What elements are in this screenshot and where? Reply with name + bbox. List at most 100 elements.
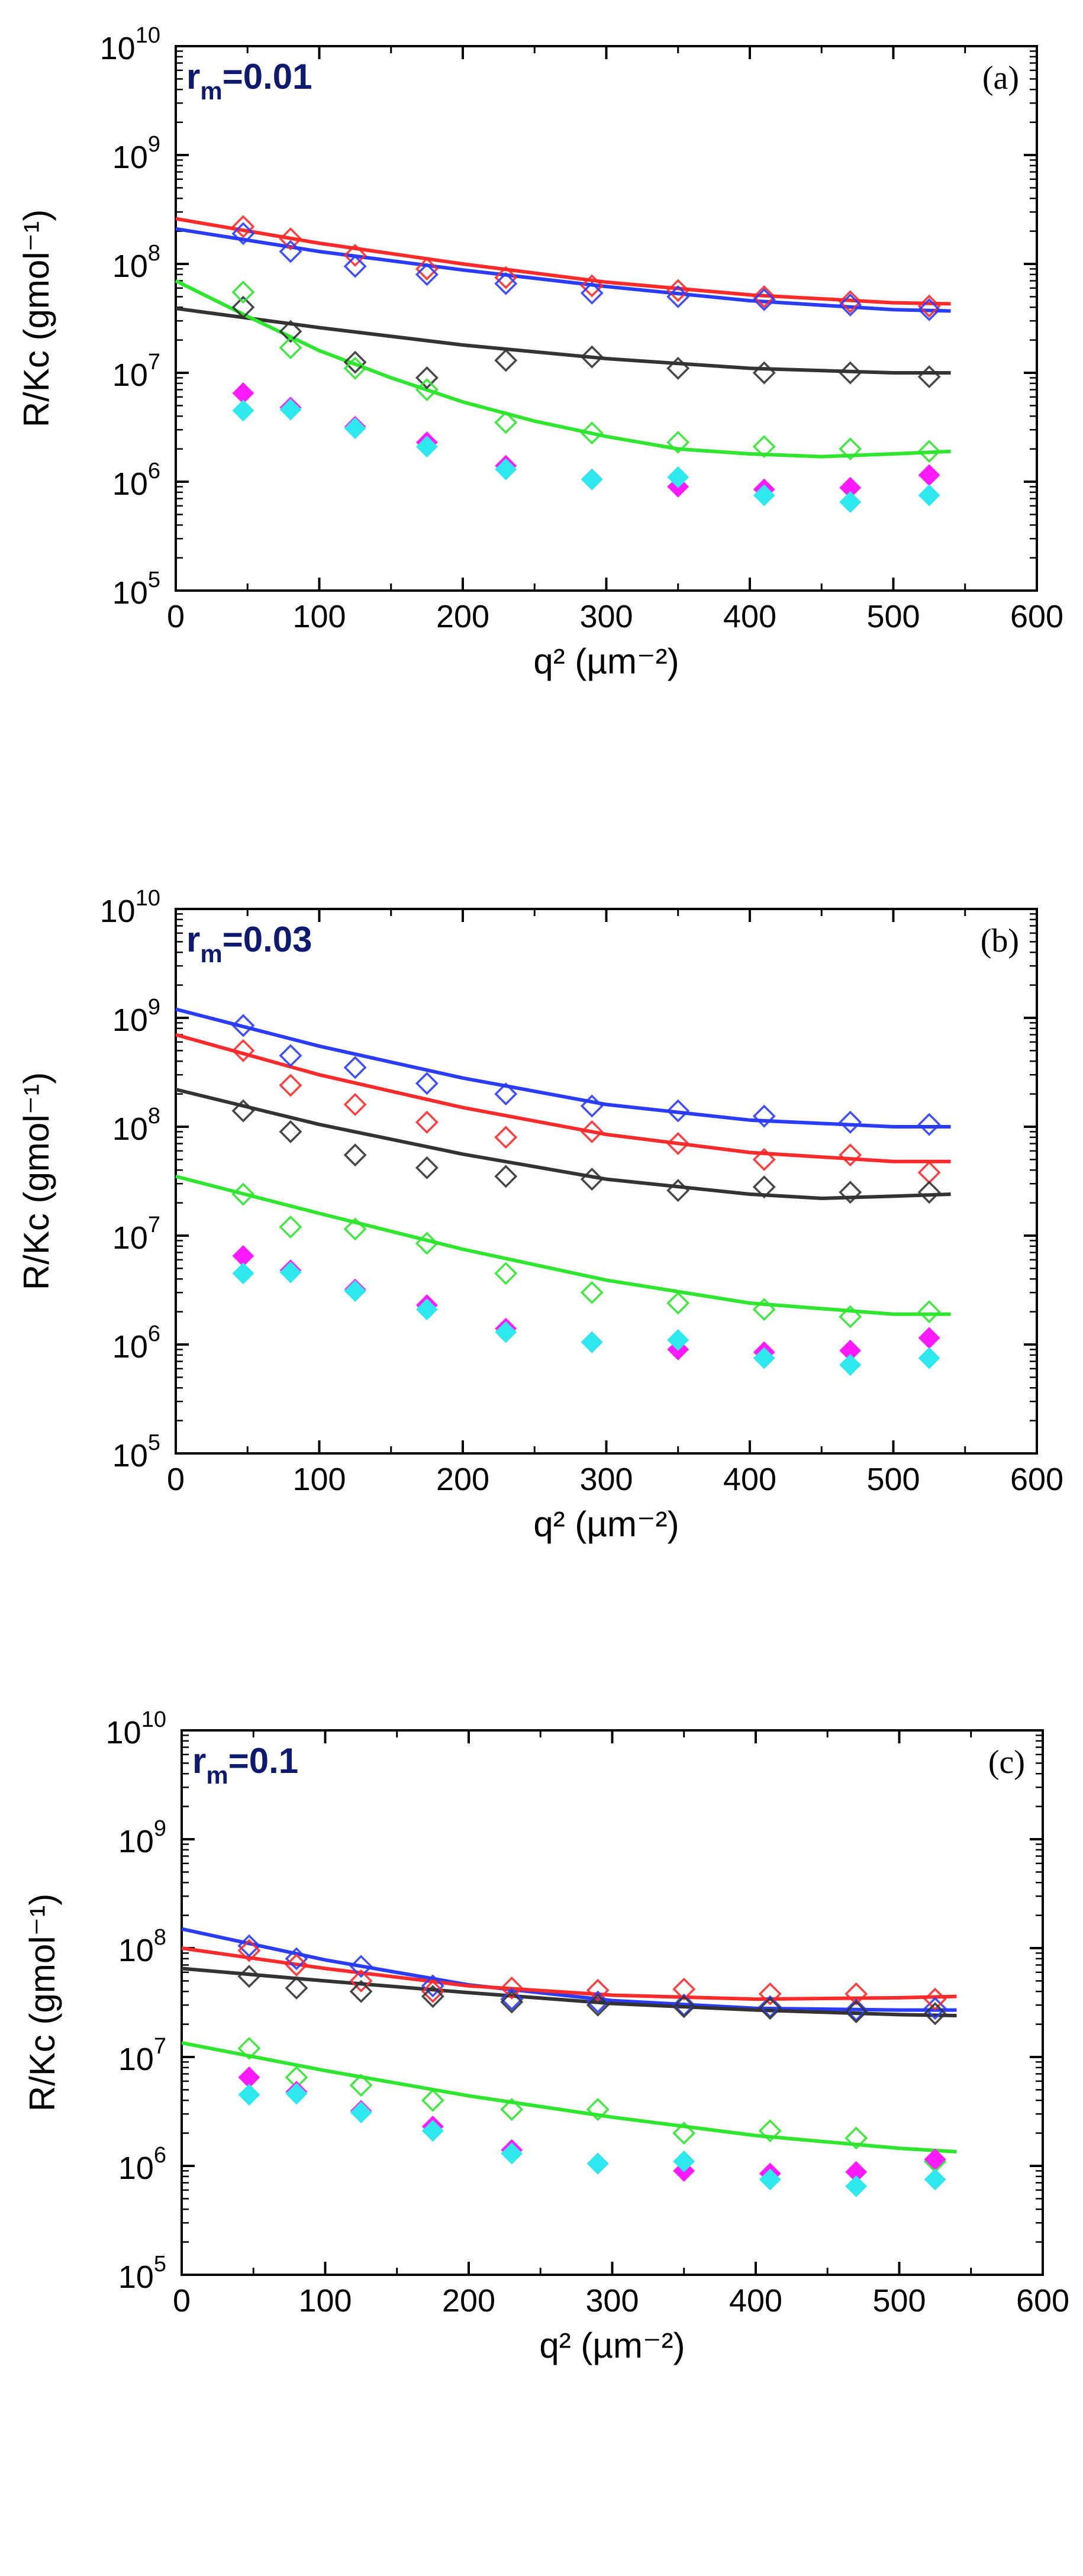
data-point-series-3 (917, 365, 941, 389)
data-point-series-1 (752, 285, 776, 308)
data-point-series-4 (349, 2074, 373, 2097)
x-tick-label: 100 (298, 2283, 352, 2319)
rm-value: =0.01 (223, 57, 312, 96)
fit-curve-series-3 (181, 1966, 957, 2017)
y-tick-base: 10 (118, 1824, 154, 1859)
fit-curve-series-4 (175, 279, 951, 459)
x-tick-label: 200 (442, 2283, 495, 2319)
data-point-series-4 (343, 1217, 367, 1241)
y-tick-label: 105 (118, 2252, 166, 2295)
data-point-series-2 (672, 1977, 696, 2001)
data-point-series-3 (839, 1181, 862, 1204)
y-tick-base: 10 (112, 249, 148, 284)
data-point-series-1 (666, 279, 690, 302)
y-axis-title: R/Kc (gmol⁻¹) (17, 209, 56, 427)
data-point-series-2 (917, 1160, 941, 1184)
data-point-series-1 (231, 1014, 255, 1037)
y-tick-label: 107 (112, 1213, 160, 1256)
data-point-series-2 (666, 285, 690, 308)
y-tick-label: 1010 (100, 23, 160, 66)
data-point-series-4 (917, 440, 941, 463)
data-point-series-1 (285, 1947, 308, 1971)
data-point-series-6 (415, 436, 438, 458)
y-tick-exponent: 6 (148, 1321, 160, 1346)
data-point-series-4 (494, 1262, 518, 1285)
data-point-series-2 (758, 1982, 782, 2006)
data-point-series-6 (495, 458, 517, 481)
data-point-series-6 (415, 1298, 438, 1321)
y-tick-exponent: 9 (154, 1816, 166, 1841)
data-point-series-4 (917, 1300, 941, 1324)
y-tick-exponent: 9 (148, 132, 160, 157)
data-point-series-1 (421, 1974, 444, 1998)
data-point-series-3 (494, 349, 518, 372)
y-tick-exponent: 8 (148, 1104, 160, 1129)
data-point-series-4 (279, 336, 302, 360)
data-point-series-1 (839, 1110, 862, 1134)
data-point-series-1 (580, 274, 604, 298)
data-point-series-3 (666, 356, 690, 380)
data-point-series-3 (237, 1965, 261, 1988)
panel-tag: (c) (988, 1744, 1025, 1781)
data-point-series-6 (667, 1329, 689, 1351)
fit-curve-series-1 (175, 217, 951, 306)
x-tick-label: 0 (167, 599, 185, 634)
data-point-series-1 (343, 1056, 367, 1079)
data-point-series-2 (839, 293, 862, 317)
data-point-series-6 (586, 2152, 609, 2175)
data-point-series-6 (845, 2175, 868, 2197)
data-point-series-3 (279, 1120, 302, 1143)
data-point-series-2 (415, 1110, 439, 1134)
y-tick-label: 108 (112, 1104, 160, 1147)
data-point-series-4 (845, 2126, 868, 2150)
data-point-series-1 (672, 1993, 696, 2017)
y-tick-label: 108 (112, 241, 160, 284)
data-point-series-6 (495, 1321, 517, 1343)
rm-subscript: m (200, 940, 222, 968)
y-tick-base: 10 (118, 2042, 154, 2077)
rm-base: r (186, 57, 200, 96)
data-point-series-2 (917, 298, 941, 321)
data-point-series-4 (758, 2119, 782, 2143)
data-point-series-6 (839, 491, 862, 513)
data-point-series-3 (421, 1985, 444, 2008)
data-point-series-4 (415, 1231, 439, 1255)
x-tick-label: 300 (579, 599, 633, 634)
rm-annotation: rm=0.1 (192, 1741, 298, 1789)
rm-value: =0.1 (228, 1741, 298, 1781)
data-point-series-5 (918, 1327, 940, 1349)
fit-curve-series-2 (181, 1946, 957, 2001)
y-tick-exponent: 5 (154, 2252, 166, 2277)
y-tick-label: 107 (118, 2034, 166, 2077)
data-point-series-2 (415, 263, 439, 286)
data-point-series-1 (415, 1072, 439, 1095)
chart-panel-3: 0 100 200 300 400 500 6001051061071081091010q²… (22, 1707, 1069, 2365)
data-point-series-4 (231, 1182, 255, 1206)
data-point-series-4 (421, 2088, 444, 2112)
data-point-series-4 (343, 356, 367, 380)
data-point-series-3 (494, 1165, 518, 1188)
x-tick-label: 600 (1010, 1462, 1063, 1497)
data-point-series-6 (344, 417, 366, 440)
data-point-series-4 (231, 281, 255, 304)
y-tick-label: 1010 (100, 886, 160, 929)
rm-base: r (186, 920, 200, 959)
y-tick-base: 10 (118, 1933, 154, 1968)
data-point-series-3 (500, 1990, 524, 2014)
data-point-series-2 (237, 1939, 261, 1962)
data-point-series-1 (494, 1082, 518, 1106)
y-tick-label: 107 (112, 350, 160, 393)
y-tick-base: 10 (100, 31, 136, 66)
data-point-series-3 (923, 2002, 947, 2026)
data-point-series-4 (580, 421, 604, 445)
data-point-series-2 (494, 272, 518, 295)
data-point-series-3 (839, 361, 862, 385)
data-point-series-6 (918, 1347, 940, 1369)
data-point-series-6 (581, 468, 603, 491)
data-point-series-2 (285, 1953, 308, 1977)
data-point-series-5 (918, 464, 940, 486)
data-point-series-3 (845, 2000, 868, 2024)
y-tick-label: 106 (112, 1321, 160, 1365)
data-point-series-1 (580, 1094, 604, 1118)
y-tick-exponent: 7 (148, 1213, 160, 1237)
